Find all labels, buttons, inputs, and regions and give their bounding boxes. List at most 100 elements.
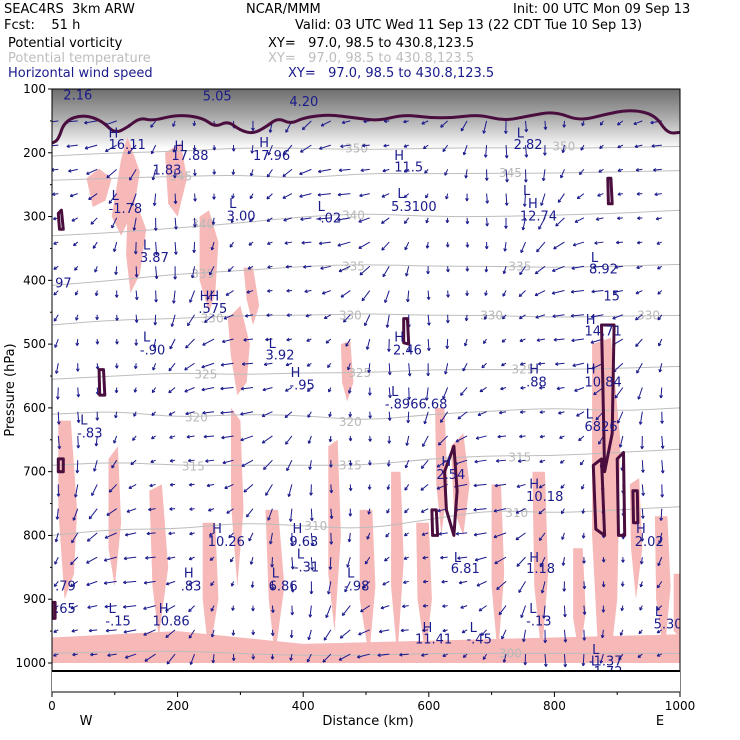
y-tick-label: 200 (23, 146, 46, 160)
wind-vector (337, 217, 351, 221)
wind-arrowhead (484, 292, 488, 296)
wind-vector (659, 532, 663, 544)
wind-vector (600, 653, 604, 664)
theta-label-330: 330 (637, 308, 660, 322)
wind-arrowhead (635, 290, 639, 295)
wind-arrowhead (501, 362, 505, 367)
wind-vector (570, 314, 584, 317)
wind-arrowhead (538, 226, 542, 230)
wind-arrowhead (187, 458, 192, 463)
wind-arrowhead (56, 493, 61, 497)
wind-arrowhead (445, 219, 450, 224)
wind-arrowhead (108, 200, 113, 204)
wind-vector (502, 290, 507, 297)
wind-vector (556, 386, 565, 390)
wind-arrowhead (485, 223, 489, 227)
wind-arrowhead (581, 662, 586, 667)
theta-contour-325 (52, 365, 680, 380)
wind-arrowhead (476, 583, 480, 587)
wind-vector (341, 605, 351, 616)
wind-arrowhead (123, 556, 127, 561)
wind-vector (211, 629, 215, 638)
extremum-label: -.90 (140, 343, 165, 358)
wind-arrowhead (88, 628, 92, 633)
wind-arrowhead (562, 588, 567, 592)
y-tick-label: 600 (23, 401, 46, 415)
wind-arrowhead (551, 291, 556, 295)
theta-contour-320 (52, 407, 680, 420)
wind-arrowhead (106, 174, 110, 179)
wind-vector (221, 435, 234, 439)
wind-arrowhead (129, 177, 133, 181)
wind-arrowhead (425, 219, 429, 224)
wind-arrowhead (362, 585, 366, 589)
wind-vector (54, 338, 59, 348)
wind-arrowhead (210, 246, 215, 251)
wind-arrowhead (104, 148, 109, 152)
wind-vector (77, 387, 79, 398)
wind-arrowhead (541, 177, 546, 182)
wind-arrowhead (657, 266, 661, 270)
wind-arrowhead (539, 385, 543, 390)
wind-arrowhead (229, 244, 234, 248)
extremum-label: L (591, 251, 599, 266)
wind-vector (66, 144, 78, 147)
extremum-label: 10.86 (152, 615, 189, 630)
wind-arrowhead (504, 225, 508, 229)
wind-vector (211, 241, 215, 251)
wind-arrowhead (188, 608, 192, 613)
header-valid: Valid: 03 UTC Wed 11 Sep 13 (22 CDT Tue … (295, 18, 643, 33)
wind-vector (362, 581, 371, 589)
wind-vector (635, 290, 643, 295)
wind-vector (322, 653, 332, 663)
east-label: E (656, 714, 664, 729)
extremum-label: 1.83 (152, 164, 181, 179)
wind-vector (422, 435, 429, 447)
wind-arrowhead (93, 468, 97, 472)
wind-vector (302, 120, 312, 131)
wind-vector (150, 120, 157, 128)
wind-arrowhead (403, 169, 408, 173)
wind-arrowhead (516, 563, 520, 567)
wind-arrowhead (66, 144, 70, 149)
wind-arrowhead (114, 271, 118, 275)
wind-arrowhead (90, 221, 95, 225)
wind-vector (283, 217, 293, 222)
wind-arrowhead (209, 557, 214, 561)
wind-vector (421, 532, 429, 536)
wind-arrowhead (591, 366, 595, 370)
y-tick-label: 900 (23, 592, 46, 606)
wind-arrowhead (168, 389, 172, 394)
extremum-label: HH (200, 289, 220, 304)
wind-arrowhead (504, 202, 509, 206)
pv-shaded-region (149, 484, 169, 638)
wind-vector (330, 508, 333, 519)
wind-arrowhead (240, 437, 244, 442)
wind-arrowhead (446, 269, 450, 273)
y-axis: 100 200 300 400 500 600 700 800 900 1000 (15, 82, 52, 670)
wind-arrowhead (405, 273, 409, 277)
wind-arrowhead (190, 274, 195, 279)
wind-arrowhead (263, 362, 268, 367)
wind-arrowhead (553, 337, 557, 342)
extremum-label: -.83 (77, 426, 102, 441)
wind-vector (485, 145, 488, 158)
wind-vector (68, 168, 78, 172)
extremum-label: -.02 (316, 211, 341, 226)
wind-arrowhead (387, 440, 392, 444)
wind-arrowhead (386, 463, 391, 467)
wind-arrowhead (251, 656, 256, 660)
wind-arrowhead (543, 639, 548, 644)
wind-vector (135, 266, 138, 278)
wind-vector (543, 605, 546, 619)
wind-vector (442, 387, 449, 399)
wind-vector (481, 629, 487, 636)
wind-arrowhead (240, 386, 245, 391)
wind-vector (202, 411, 215, 414)
wind-arrowhead (420, 465, 425, 469)
wind-vector (265, 484, 273, 496)
wind-vector (499, 411, 507, 414)
wind-arrowhead (612, 316, 616, 320)
wind-arrowhead (249, 195, 254, 200)
wind-arrowhead (581, 122, 585, 127)
